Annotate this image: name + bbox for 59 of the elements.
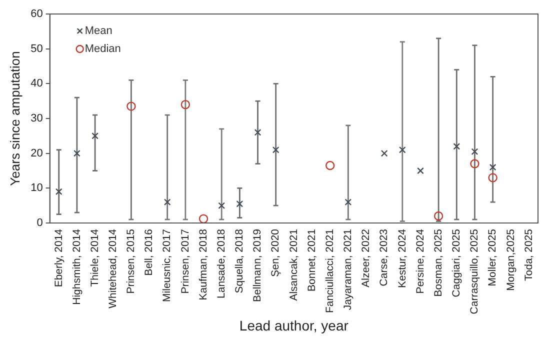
x-tick-label: Morgan,2025: [504, 228, 517, 291]
x-tick-label: Toda, 2025: [522, 228, 535, 281]
x-tick-label: Prinsen, 2017: [179, 228, 192, 294]
point: [488, 173, 498, 182]
y-tick-label: 50: [30, 42, 43, 55]
x-tick-label: Eberly, 2014: [52, 228, 65, 288]
point: [471, 148, 478, 156]
x-tick-label: Bell, 2016: [143, 228, 156, 276]
point: [164, 198, 171, 206]
y-tick-label: 10: [30, 182, 43, 194]
point: [325, 160, 335, 170]
x-tick-label: Fanciullacci, 2021: [324, 228, 336, 314]
x-tick-label: Carse, 2023: [378, 228, 390, 286]
x-tick-label: Prinsen, 2015: [125, 228, 138, 294]
x-tick-label: Carrasquillo, 2025: [468, 228, 481, 314]
point: [198, 214, 208, 223]
x-tick-label: Jayaraman, 2021: [342, 228, 354, 310]
x-tick-label: Bosman, 2025: [432, 228, 444, 297]
point: [180, 100, 190, 110]
point: [126, 102, 136, 111]
point: [453, 142, 460, 150]
y-tick-label: 30: [30, 112, 43, 125]
x-tick-label: Mileusnic, 2017: [161, 228, 174, 302]
x-tick-label: Kestur, 2024: [396, 228, 408, 288]
legend-label: Median: [84, 43, 121, 56]
y-axis-title: Years since amputation: [7, 51, 22, 186]
x-tick-label: Thiele, 2014: [88, 228, 101, 287]
x-tick-label: Bellmann, 2019: [252, 228, 264, 302]
point: [92, 132, 98, 140]
y-tick-label: 40: [30, 78, 43, 90]
y-tick-label: 20: [30, 147, 43, 160]
point: [254, 128, 262, 136]
x-tick-label: Lansade, 2018: [215, 228, 228, 298]
point: [489, 164, 496, 171]
x-tick-label: Caggiari, 2025: [450, 228, 463, 298]
x-tick-label: Şen, 2020: [270, 228, 282, 277]
point: [398, 146, 406, 154]
y-tick-label: 0: [36, 217, 43, 230]
x-tick-label: Highsmith, 2014: [70, 228, 83, 305]
point: [380, 150, 388, 157]
point: [470, 159, 480, 168]
point: [218, 202, 226, 209]
x-tick-label: Kaufman, 2018: [197, 228, 210, 300]
x-tick-label: Persine, 2024: [414, 228, 426, 294]
legend-label: Mean: [84, 25, 112, 38]
y-tick-label: 60: [30, 8, 43, 20]
point: [272, 146, 280, 154]
x-tick-label: Bonnet, 2021: [306, 228, 318, 292]
point: [344, 198, 352, 206]
point: [55, 188, 62, 196]
point: [74, 150, 80, 157]
x-tick-label: Moller, 2025: [486, 228, 499, 286]
point: [417, 167, 424, 174]
x-tick-label: Squella, 2018: [234, 228, 246, 294]
x-tick-label: Whitehead, 2014: [107, 228, 120, 308]
point: [236, 200, 244, 208]
x-tick-label: Alzeer, 2022: [360, 228, 372, 288]
x-axis-title: Lead author, year: [239, 317, 349, 334]
x-tick-label: Alsancak, 2021: [288, 228, 300, 301]
